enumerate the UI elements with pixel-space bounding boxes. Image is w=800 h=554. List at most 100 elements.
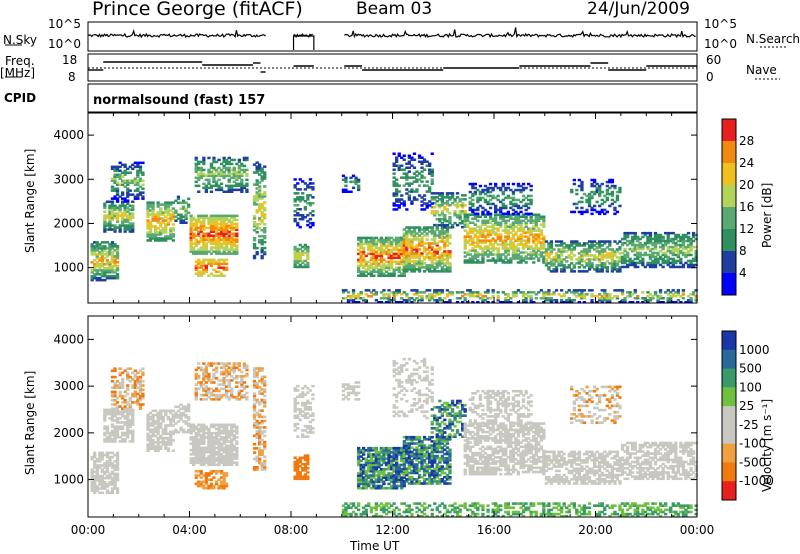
heat-cell	[549, 252, 554, 255]
heat-cell	[100, 455, 104, 459]
heat-cell	[105, 251, 110, 254]
heat-cell	[115, 466, 120, 469]
heat-cell	[397, 238, 401, 242]
heat-cell	[136, 382, 140, 385]
heat-cell	[98, 251, 102, 254]
heat-cell	[199, 246, 203, 249]
heat-cell	[494, 219, 498, 222]
heat-cell	[400, 238, 404, 242]
heat-cell	[610, 250, 614, 253]
heat-cell	[631, 237, 635, 241]
heat-cell	[115, 261, 120, 264]
heat-cell	[585, 264, 589, 267]
heat-cell	[255, 203, 259, 206]
heat-cell	[572, 293, 576, 296]
heat-cell	[580, 254, 584, 257]
heat-cell	[110, 451, 115, 455]
heat-cell	[306, 261, 310, 265]
heat-cell	[511, 221, 516, 224]
heat-cell	[100, 241, 104, 244]
heat-cell	[458, 198, 462, 201]
heat-cell	[207, 218, 211, 222]
heat-cell	[258, 235, 262, 238]
heat-cell	[93, 489, 97, 492]
heat-cell	[628, 301, 632, 304]
heat-cell	[204, 459, 208, 462]
heat-cell	[433, 268, 437, 271]
heat-cell	[400, 244, 404, 248]
heat-cell	[593, 180, 597, 184]
heat-cell	[542, 255, 546, 258]
heat-cell	[483, 221, 488, 224]
heat-cell	[613, 266, 617, 269]
heat-cell	[658, 257, 663, 261]
heat-cell	[603, 254, 607, 257]
heat-cell	[595, 266, 599, 269]
heat-cell	[405, 262, 409, 265]
heat-cell	[128, 222, 132, 225]
heat-cell	[110, 245, 115, 248]
heat-cell	[121, 200, 125, 203]
heat-cell	[590, 246, 594, 249]
heat-cell	[521, 182, 526, 186]
heat-cell	[194, 434, 198, 437]
heat-cell	[197, 216, 201, 220]
heat-cell	[468, 235, 472, 238]
heat-cell	[133, 394, 137, 398]
heat-cell	[118, 384, 122, 387]
heat-cell	[560, 252, 564, 255]
heat-cell	[397, 206, 401, 209]
heat-cell	[146, 227, 150, 230]
heat-cell	[390, 264, 394, 268]
heat-cell	[245, 168, 249, 172]
heat-cell	[171, 207, 175, 210]
heat-cell	[407, 238, 411, 241]
heat-cell	[501, 182, 505, 186]
heat-cell	[123, 218, 127, 221]
heat-cell	[136, 392, 140, 396]
heat-cell	[623, 249, 627, 253]
heat-cell	[108, 440, 112, 443]
heat-cell	[235, 246, 239, 249]
heat-cell	[504, 261, 508, 264]
heat-cell	[509, 188, 513, 192]
heat-cell	[422, 234, 427, 237]
heat-cell	[252, 238, 257, 242]
heat-cell	[501, 243, 505, 246]
heat-cell	[126, 181, 130, 184]
heat-cell	[374, 256, 378, 260]
heat-cell	[146, 205, 150, 208]
heat-cell	[113, 483, 117, 486]
heat-cell	[199, 252, 203, 255]
heat-cell	[486, 219, 490, 222]
colorbar-tick-label: 8	[739, 244, 747, 258]
heat-cell	[428, 256, 432, 259]
heat-cell	[524, 215, 528, 218]
heat-cell	[103, 453, 107, 457]
heat-cell	[214, 274, 219, 277]
heat-cell	[499, 206, 503, 210]
heat-cell	[227, 188, 231, 192]
heat-cell	[524, 212, 528, 216]
heat-cell	[524, 204, 528, 208]
heat-cell	[570, 188, 574, 192]
heat-cell	[293, 247, 297, 251]
heat-cell	[98, 263, 102, 266]
heat-cell	[377, 252, 381, 256]
heat-cell	[121, 425, 125, 428]
heat-cell	[417, 228, 422, 231]
heat-cell	[448, 196, 452, 199]
heat-cell	[595, 242, 599, 245]
heat-cell	[232, 176, 236, 180]
heat-cell	[392, 180, 396, 183]
heat-cell	[504, 229, 508, 232]
heat-cell	[98, 265, 102, 268]
heat-cell	[131, 371, 135, 375]
heat-cell	[529, 212, 533, 216]
heat-cell	[440, 260, 444, 263]
heat-cell	[491, 231, 495, 234]
heat-cell	[115, 249, 120, 252]
heat-cell	[372, 236, 376, 240]
heat-cell	[194, 450, 198, 454]
heat-cell	[103, 466, 107, 469]
